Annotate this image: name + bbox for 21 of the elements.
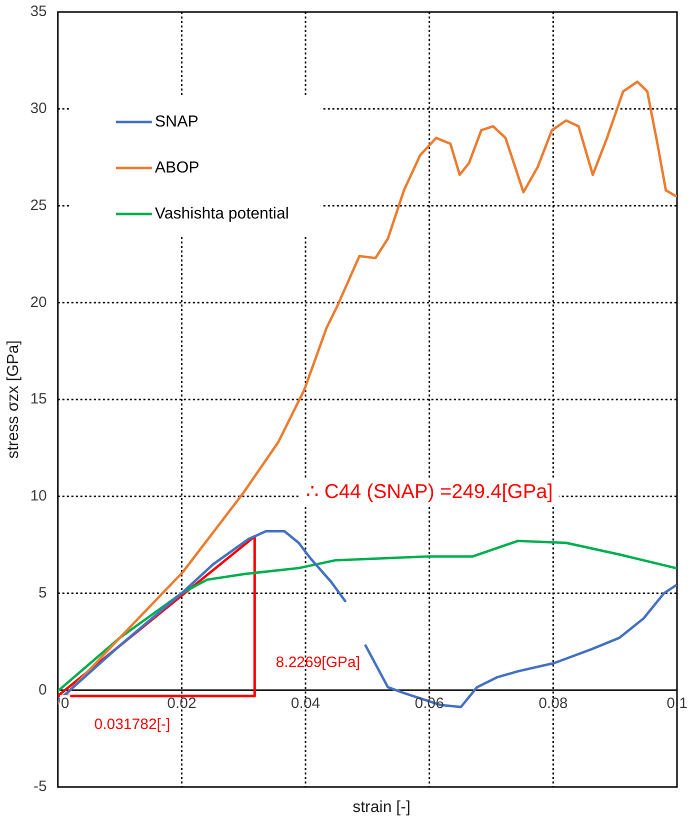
y-tick-label: 20	[30, 294, 47, 311]
x-tick-label: 0	[60, 694, 70, 712]
x-tick-label: 0.02	[167, 694, 196, 712]
y-tick-label: -5	[34, 778, 47, 796]
y-tick-label: 30	[30, 100, 47, 118]
y-axis-title: stress σzx [GPa]	[5, 340, 22, 459]
annotation: 8.2269[GPa]	[276, 654, 360, 672]
y-tick-label: 35	[30, 3, 47, 20]
y-tick-label: 10	[30, 488, 47, 505]
x-axis-title: strain [-]	[352, 799, 412, 817]
legend-label: ABOP	[154, 159, 200, 176]
y-tick-label: 5	[38, 584, 47, 602]
y-tick-label: 0	[38, 681, 47, 698]
legend-label: Vashishta potential	[154, 205, 289, 222]
x-tick-label: 0.08	[538, 694, 568, 712]
y-tick-label: 25	[30, 196, 47, 214]
legend-label: SNAP	[154, 113, 198, 130]
y-tick-label: 15	[30, 390, 47, 408]
annotation: ∴ C44 (SNAP) =249.4[GPa]	[306, 481, 553, 504]
x-tick-label: 0.04	[290, 694, 320, 712]
annotation: 0.031782[-]	[94, 716, 170, 734]
